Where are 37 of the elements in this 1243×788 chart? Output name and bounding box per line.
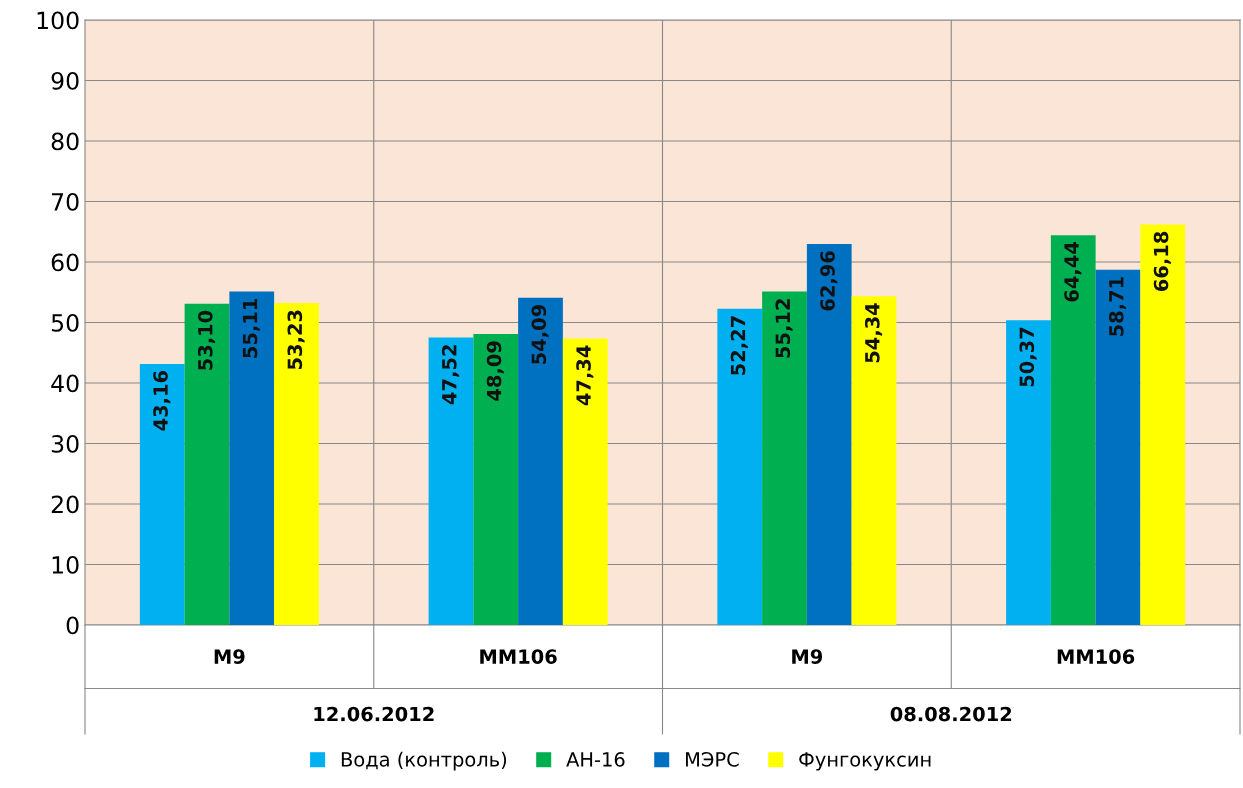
data-label: 55,11 bbox=[242, 298, 260, 358]
data-label: 52,27 bbox=[730, 316, 748, 375]
y-tick-label: 80 bbox=[51, 132, 79, 151]
data-label: 43,16 bbox=[153, 370, 171, 431]
data-label: 50,37 bbox=[1019, 327, 1037, 387]
data-label: 58,71 bbox=[1108, 277, 1127, 336]
data-label: 62,96 bbox=[820, 251, 838, 311]
x-tick-label: MM106 bbox=[1057, 649, 1135, 664]
data-label: 66,18 bbox=[1153, 231, 1171, 291]
data-label: 47,52 bbox=[441, 345, 460, 405]
y-tick-label: 30 bbox=[51, 434, 79, 453]
x-tick-label: MM106 bbox=[480, 649, 557, 664]
y-tick-label: 70 bbox=[52, 192, 79, 211]
y-tick-label: 50 bbox=[51, 313, 79, 332]
data-label: 48,09 bbox=[486, 341, 504, 401]
legend-label: МЭРС bbox=[686, 752, 739, 767]
x-tick-label: M9 bbox=[214, 649, 245, 664]
y-tick-label: 10 bbox=[52, 555, 79, 574]
legend-label: Фунгокуксин bbox=[799, 752, 931, 771]
y-tick-label: 40 bbox=[51, 374, 79, 393]
text: 08.08.2012 bbox=[890, 706, 1012, 722]
data-label: 54,09 bbox=[531, 305, 549, 364]
data-label: 47,34 bbox=[576, 345, 594, 406]
y-tick-label: 20 bbox=[51, 495, 79, 514]
y-tick-label: 100 bbox=[37, 11, 79, 30]
y-tick-label: 0 bbox=[66, 616, 79, 635]
legend-label: АН-16 bbox=[566, 752, 625, 767]
data-label: 53,10 bbox=[197, 310, 216, 370]
y-tick-label: 90 bbox=[51, 71, 79, 90]
data-label: 53,23 bbox=[287, 310, 305, 370]
data-label: 54,34 bbox=[864, 303, 883, 363]
data-label: 55,12 bbox=[775, 299, 793, 358]
legend-label: Вода (контроль) bbox=[341, 751, 507, 771]
text: 12.06.2012 bbox=[314, 706, 434, 722]
data-label: 64,44 bbox=[1064, 242, 1082, 302]
y-tick-label: 60 bbox=[51, 253, 79, 272]
x-tick-label: M9 bbox=[792, 649, 823, 664]
